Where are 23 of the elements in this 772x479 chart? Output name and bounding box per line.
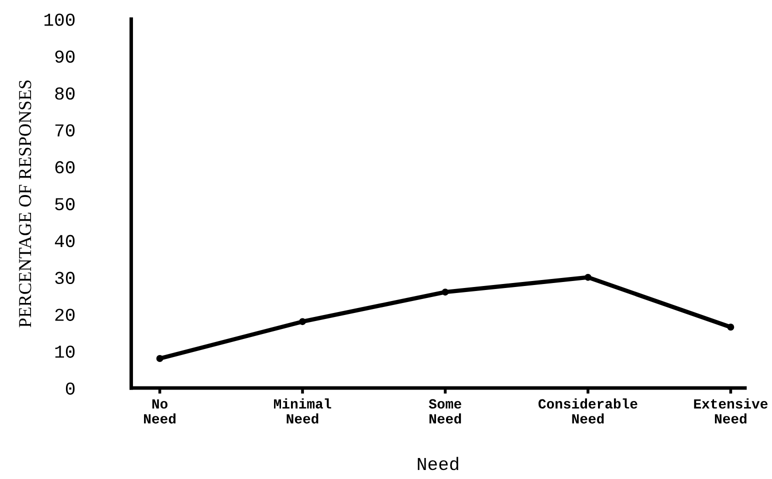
y-tick-label: 90 [55,50,75,63]
point [156,355,164,362]
y-tick-label: 40 [54,234,75,248]
y-tick-label: 50 [55,198,75,210]
y-tick-label: 30 [55,272,75,284]
y-tick-label: 0 [66,382,75,395]
y-tick-label: 60 [55,161,75,174]
point [299,318,306,326]
point [584,274,592,281]
x-tick-label: Extensive Need [694,398,768,424]
y-tick-label: 70 [55,124,75,137]
x-tick-label: No Need [144,399,176,424]
y-tick-label: 80 [55,87,75,100]
x-tick-label: Some Need [428,399,462,424]
point [727,324,734,331]
y-tick-label: 10 [55,346,75,358]
y-tick-label: 100 [44,14,75,26]
x-tick-label: Minimal Need [274,398,332,424]
y-tick-label: 20 [55,308,75,321]
x-tick-label: Considerable Need [538,398,638,424]
point [442,288,449,296]
y-axis-title: PERCENTAGE OF RESPONSES [19,80,32,328]
x-axis-title: Need [418,456,458,470]
